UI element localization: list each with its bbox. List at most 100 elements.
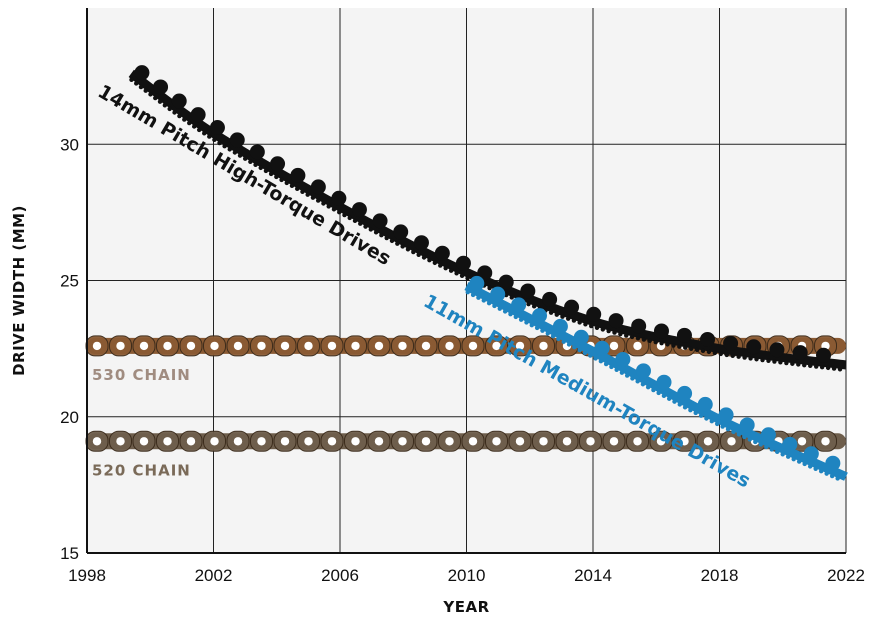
belt-rib: [443, 265, 448, 271]
belt-rib: [550, 333, 556, 339]
belt-tooth: [631, 318, 647, 334]
belt-rib: [172, 110, 177, 115]
belt-rib: [651, 387, 656, 393]
belt-rib: [778, 360, 783, 365]
chain-pin: [398, 437, 407, 446]
belt-rib: [358, 221, 363, 226]
belt-rib: [167, 106, 172, 112]
belt-rib: [405, 247, 411, 252]
belt-rib: [661, 393, 667, 399]
belt-tooth: [803, 446, 819, 462]
chain-pin: [186, 437, 196, 446]
belt-rib: [274, 174, 279, 180]
belt-rib: [835, 476, 840, 481]
belt-rib: [432, 260, 438, 266]
belt-rib: [837, 367, 843, 372]
belt-tooth: [413, 235, 429, 251]
chain-pin: [633, 437, 642, 446]
belt-tooth: [153, 79, 169, 95]
belt-rib: [813, 364, 819, 369]
belt-rib: [829, 473, 835, 479]
chain-pin: [515, 341, 525, 351]
belt-rib: [153, 95, 158, 101]
chain-pin: [656, 437, 666, 446]
belt-rib: [363, 224, 368, 229]
x-tick-label: 2010: [448, 566, 486, 585]
chain-pin: [821, 437, 830, 446]
belt-rib: [347, 215, 352, 221]
belt-tooth: [782, 436, 798, 452]
belt-rib: [698, 413, 704, 418]
belt-rib: [796, 459, 802, 464]
belt-rib: [529, 322, 534, 328]
belt-rib: [454, 271, 459, 276]
chain-pin: [163, 341, 172, 351]
belt-rib: [411, 249, 416, 255]
chain-pin: [374, 341, 384, 351]
belt-rib: [764, 444, 769, 450]
belt-rib: [609, 364, 614, 370]
belt-rib: [577, 347, 582, 353]
belt-rib: [438, 263, 443, 268]
belt-rib: [368, 227, 374, 232]
x-tick-label: 1998: [68, 566, 106, 585]
belt-rib: [289, 183, 295, 189]
chain-pin: [233, 341, 243, 351]
belt-tooth: [290, 167, 306, 183]
belt-rib: [772, 359, 777, 364]
belt-tooth: [739, 417, 755, 433]
belt-line: [464, 281, 848, 481]
belt-rib: [571, 318, 577, 323]
x-tick-label: 2002: [195, 566, 233, 585]
belt-rib: [831, 366, 837, 371]
belt-rib: [748, 356, 753, 361]
belt-rib: [659, 341, 664, 346]
belt-rib: [612, 330, 617, 335]
belt-rib: [148, 92, 153, 97]
chain-pin: [539, 437, 548, 446]
chain-label: 520 CHAIN: [92, 461, 191, 479]
belt-rib: [682, 405, 688, 410]
belt-rib: [129, 77, 134, 82]
belt-rib: [588, 353, 593, 358]
belt-rib: [725, 426, 731, 432]
belt-rib: [187, 120, 192, 126]
chain-pin: [116, 437, 125, 446]
y-tick-label: 15: [60, 544, 79, 563]
chain-pin: [421, 437, 431, 446]
belt-rib: [666, 396, 672, 401]
belt-rib: [232, 150, 238, 155]
chain-pin: [445, 437, 454, 446]
belt-tooth: [656, 374, 672, 390]
belt-rib: [554, 312, 559, 317]
belt-0: [128, 65, 847, 372]
belt-rib: [796, 362, 801, 367]
belt-rib: [263, 168, 269, 174]
chain-pin: [304, 437, 313, 446]
belt-rib: [279, 177, 284, 183]
belt-rib: [513, 314, 519, 320]
belt-rib: [222, 144, 227, 149]
belt-rib: [566, 342, 572, 347]
belt-rib: [758, 442, 763, 447]
belt-tooth: [351, 202, 367, 218]
belt-rib: [315, 198, 321, 203]
belt-rib: [321, 201, 326, 206]
belt-1: [464, 275, 848, 481]
belt-rib: [718, 351, 723, 357]
belt-rib: [593, 356, 598, 361]
belt-tooth: [498, 274, 514, 290]
belt-rib: [182, 117, 187, 122]
belt-rib: [640, 382, 646, 387]
belt-rib: [268, 171, 274, 177]
belt-rib: [492, 303, 497, 309]
belt-rib: [459, 273, 465, 278]
belt-rib: [531, 304, 537, 309]
belt-rib: [688, 407, 693, 413]
belt-rib: [813, 466, 818, 472]
y-axis-title: DRIVE WIDTH (MM): [10, 205, 28, 376]
belt-tooth: [586, 306, 602, 322]
belt-rib: [677, 402, 682, 407]
belt-rib: [807, 464, 813, 469]
belt-rib: [342, 212, 347, 218]
